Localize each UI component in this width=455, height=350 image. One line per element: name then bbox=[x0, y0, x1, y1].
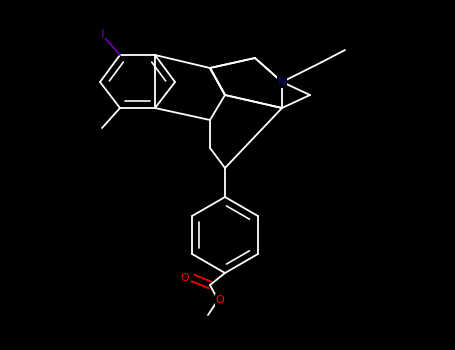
Text: N: N bbox=[278, 77, 286, 87]
Text: O: O bbox=[181, 273, 189, 283]
Text: O: O bbox=[216, 295, 224, 305]
Text: I: I bbox=[101, 28, 105, 41]
